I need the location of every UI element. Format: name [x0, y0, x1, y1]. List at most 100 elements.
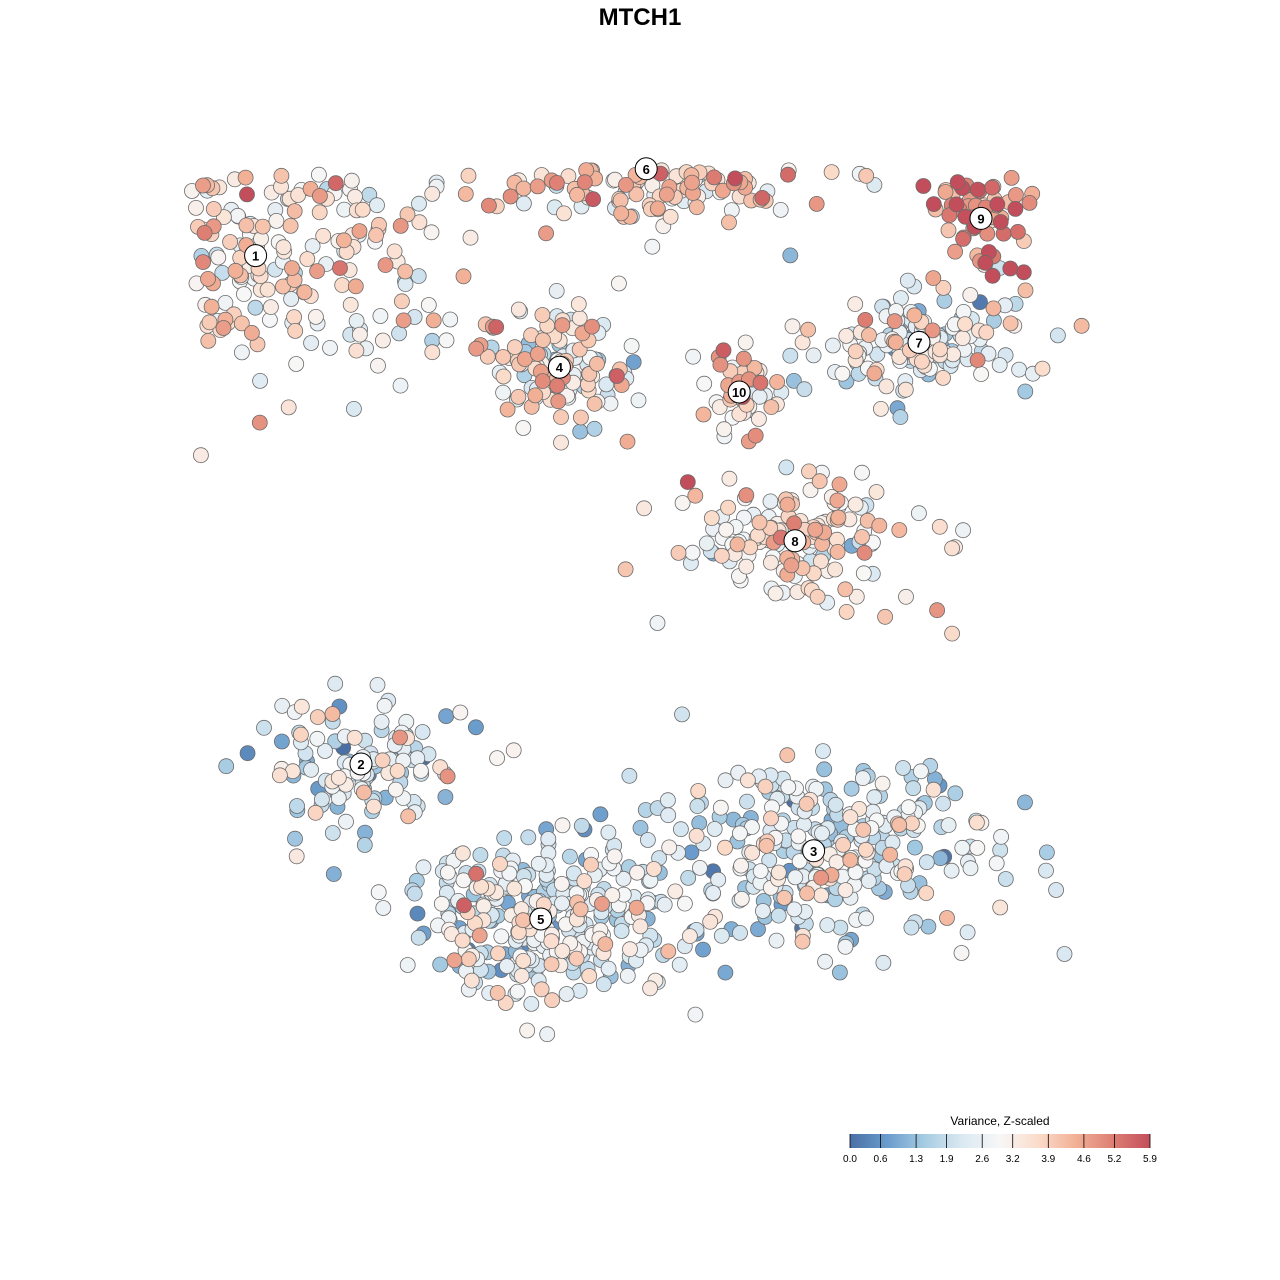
- cell-point: [780, 166, 796, 183]
- cell-point: [282, 217, 299, 234]
- cell-point: [887, 334, 904, 351]
- cell-point: [515, 420, 532, 436]
- cell-point: [375, 900, 392, 916]
- cell-point: [415, 859, 432, 876]
- colorbar: 0.0 0.6 1.3 1.9 2.6 3.2 3.9 4.6 5.2 5.9: [843, 1134, 1157, 1165]
- cell-point: [515, 180, 532, 197]
- cell-point: [201, 314, 218, 331]
- cell-point: [468, 340, 485, 357]
- cell-point: [509, 983, 526, 1000]
- cell-point: [584, 318, 600, 335]
- cell-point: [783, 557, 800, 574]
- cell-point: [670, 545, 687, 561]
- cell-point: [813, 887, 830, 904]
- cell-point: [553, 434, 569, 451]
- cell-point: [729, 536, 746, 553]
- colorbar-ticks: 0.0 0.6 1.3 1.9 2.6 3.2 3.9 4.6 5.2 5.9: [843, 1134, 1157, 1165]
- colorbar-gradient: [850, 1134, 1150, 1148]
- cell-point: [767, 585, 784, 602]
- cell-point: [251, 414, 268, 431]
- cell-point: [955, 230, 971, 247]
- cluster-label-6: 6: [634, 157, 658, 181]
- cell-point: [570, 296, 587, 313]
- cell-point: [717, 772, 734, 789]
- cell-point: [259, 281, 276, 298]
- cell-point: [505, 742, 522, 759]
- cell-point: [829, 492, 846, 509]
- cell-point: [284, 260, 300, 277]
- cell-point: [973, 366, 989, 383]
- cell-point: [622, 941, 638, 958]
- cell-point: [706, 821, 723, 837]
- cell-point: [815, 743, 831, 759]
- cell-point: [1056, 946, 1073, 962]
- cluster-label-text: 3: [810, 844, 817, 859]
- cell-point: [993, 828, 1009, 845]
- cell-point: [984, 179, 1000, 196]
- cell-point: [937, 184, 954, 200]
- cell-point: [1003, 169, 1020, 186]
- cluster-label-text: 8: [791, 534, 798, 549]
- cell-point: [925, 270, 942, 287]
- cell-point: [735, 350, 752, 367]
- cell-point: [842, 852, 859, 868]
- cell-point: [490, 945, 507, 962]
- cell-point: [594, 896, 610, 912]
- cell-point: [307, 308, 324, 325]
- cell-point: [997, 871, 1014, 887]
- cell-point: [496, 830, 513, 846]
- cell-point: [855, 770, 871, 787]
- cell-point: [794, 933, 811, 950]
- cell-point: [814, 825, 830, 842]
- cell-point: [609, 368, 625, 384]
- cell-point: [628, 186, 645, 203]
- cell-point: [489, 750, 506, 766]
- cell-point: [809, 588, 826, 605]
- cell-point: [829, 544, 846, 560]
- cell-point: [386, 243, 403, 260]
- cell-point: [732, 825, 748, 842]
- cell-point: [861, 327, 877, 344]
- cell-point: [569, 186, 585, 203]
- cell-point: [460, 167, 477, 184]
- cell-point: [778, 459, 795, 476]
- cell-point: [239, 186, 255, 203]
- cell-point: [347, 278, 364, 295]
- cell-point: [991, 357, 1008, 373]
- cell-point: [835, 837, 851, 853]
- cell-point: [414, 724, 431, 740]
- cluster-label-2: 2: [349, 752, 373, 776]
- cell-point: [751, 411, 767, 427]
- cluster-label-10: 10: [727, 380, 751, 404]
- cell-point: [944, 625, 960, 642]
- cell-point: [354, 201, 371, 218]
- colorbar-tick-label: 0.6: [874, 1154, 888, 1165]
- cell-point: [842, 809, 859, 825]
- cell-point: [1010, 223, 1026, 240]
- cell-point: [899, 272, 916, 289]
- cluster-label-1: 1: [244, 244, 268, 268]
- cell-point: [195, 177, 211, 194]
- cell-point: [717, 839, 733, 856]
- cell-point: [714, 182, 731, 199]
- cell-point: [674, 706, 690, 723]
- cell-point: [222, 234, 239, 250]
- cell-point: [205, 201, 222, 217]
- colorbar-tick-label: 2.6: [975, 1154, 989, 1165]
- cell-point: [858, 910, 874, 927]
- cell-point: [772, 201, 789, 218]
- cell-point: [660, 792, 676, 809]
- cell-point: [682, 928, 698, 944]
- cell-point: [534, 307, 551, 323]
- cell-point: [520, 829, 537, 846]
- cell-point: [977, 254, 994, 271]
- cell-point: [324, 706, 341, 722]
- cell-point: [796, 381, 813, 398]
- cell-point: [969, 814, 985, 831]
- cell-point: [215, 320, 232, 336]
- cell-point: [519, 1022, 536, 1039]
- cell-point: [399, 957, 416, 973]
- cell-point: [556, 205, 572, 222]
- cell-point: [606, 848, 623, 865]
- cell-point: [866, 365, 883, 382]
